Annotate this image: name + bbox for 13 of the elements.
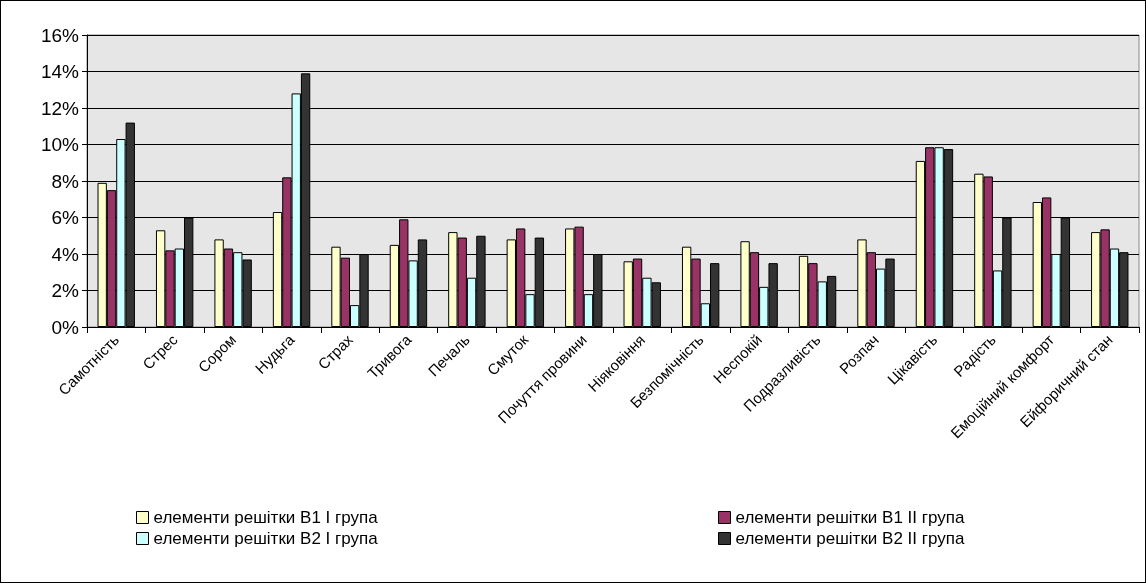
y-tick-label: 4% bbox=[51, 243, 80, 265]
legend-label: елементи решітки В1 І група bbox=[153, 508, 379, 527]
y-tick-label: 16% bbox=[40, 24, 80, 46]
y-tick-label: 12% bbox=[40, 97, 80, 119]
y-tick-label: 14% bbox=[40, 61, 80, 82]
y-tick-label: 6% bbox=[51, 207, 80, 228]
y-tick-label: 0% bbox=[51, 316, 80, 338]
y-tick-label: 2% bbox=[51, 280, 80, 301]
y-tick-label: 10% bbox=[40, 134, 80, 155]
y-tick-label: 8% bbox=[51, 170, 80, 192]
legend-label: елементи решітки В1 ІІ група bbox=[735, 508, 965, 527]
legend-label: елементи решітки В2 ІІ група bbox=[735, 529, 965, 548]
legend-label: елементи решітки В2 І група bbox=[153, 529, 379, 548]
